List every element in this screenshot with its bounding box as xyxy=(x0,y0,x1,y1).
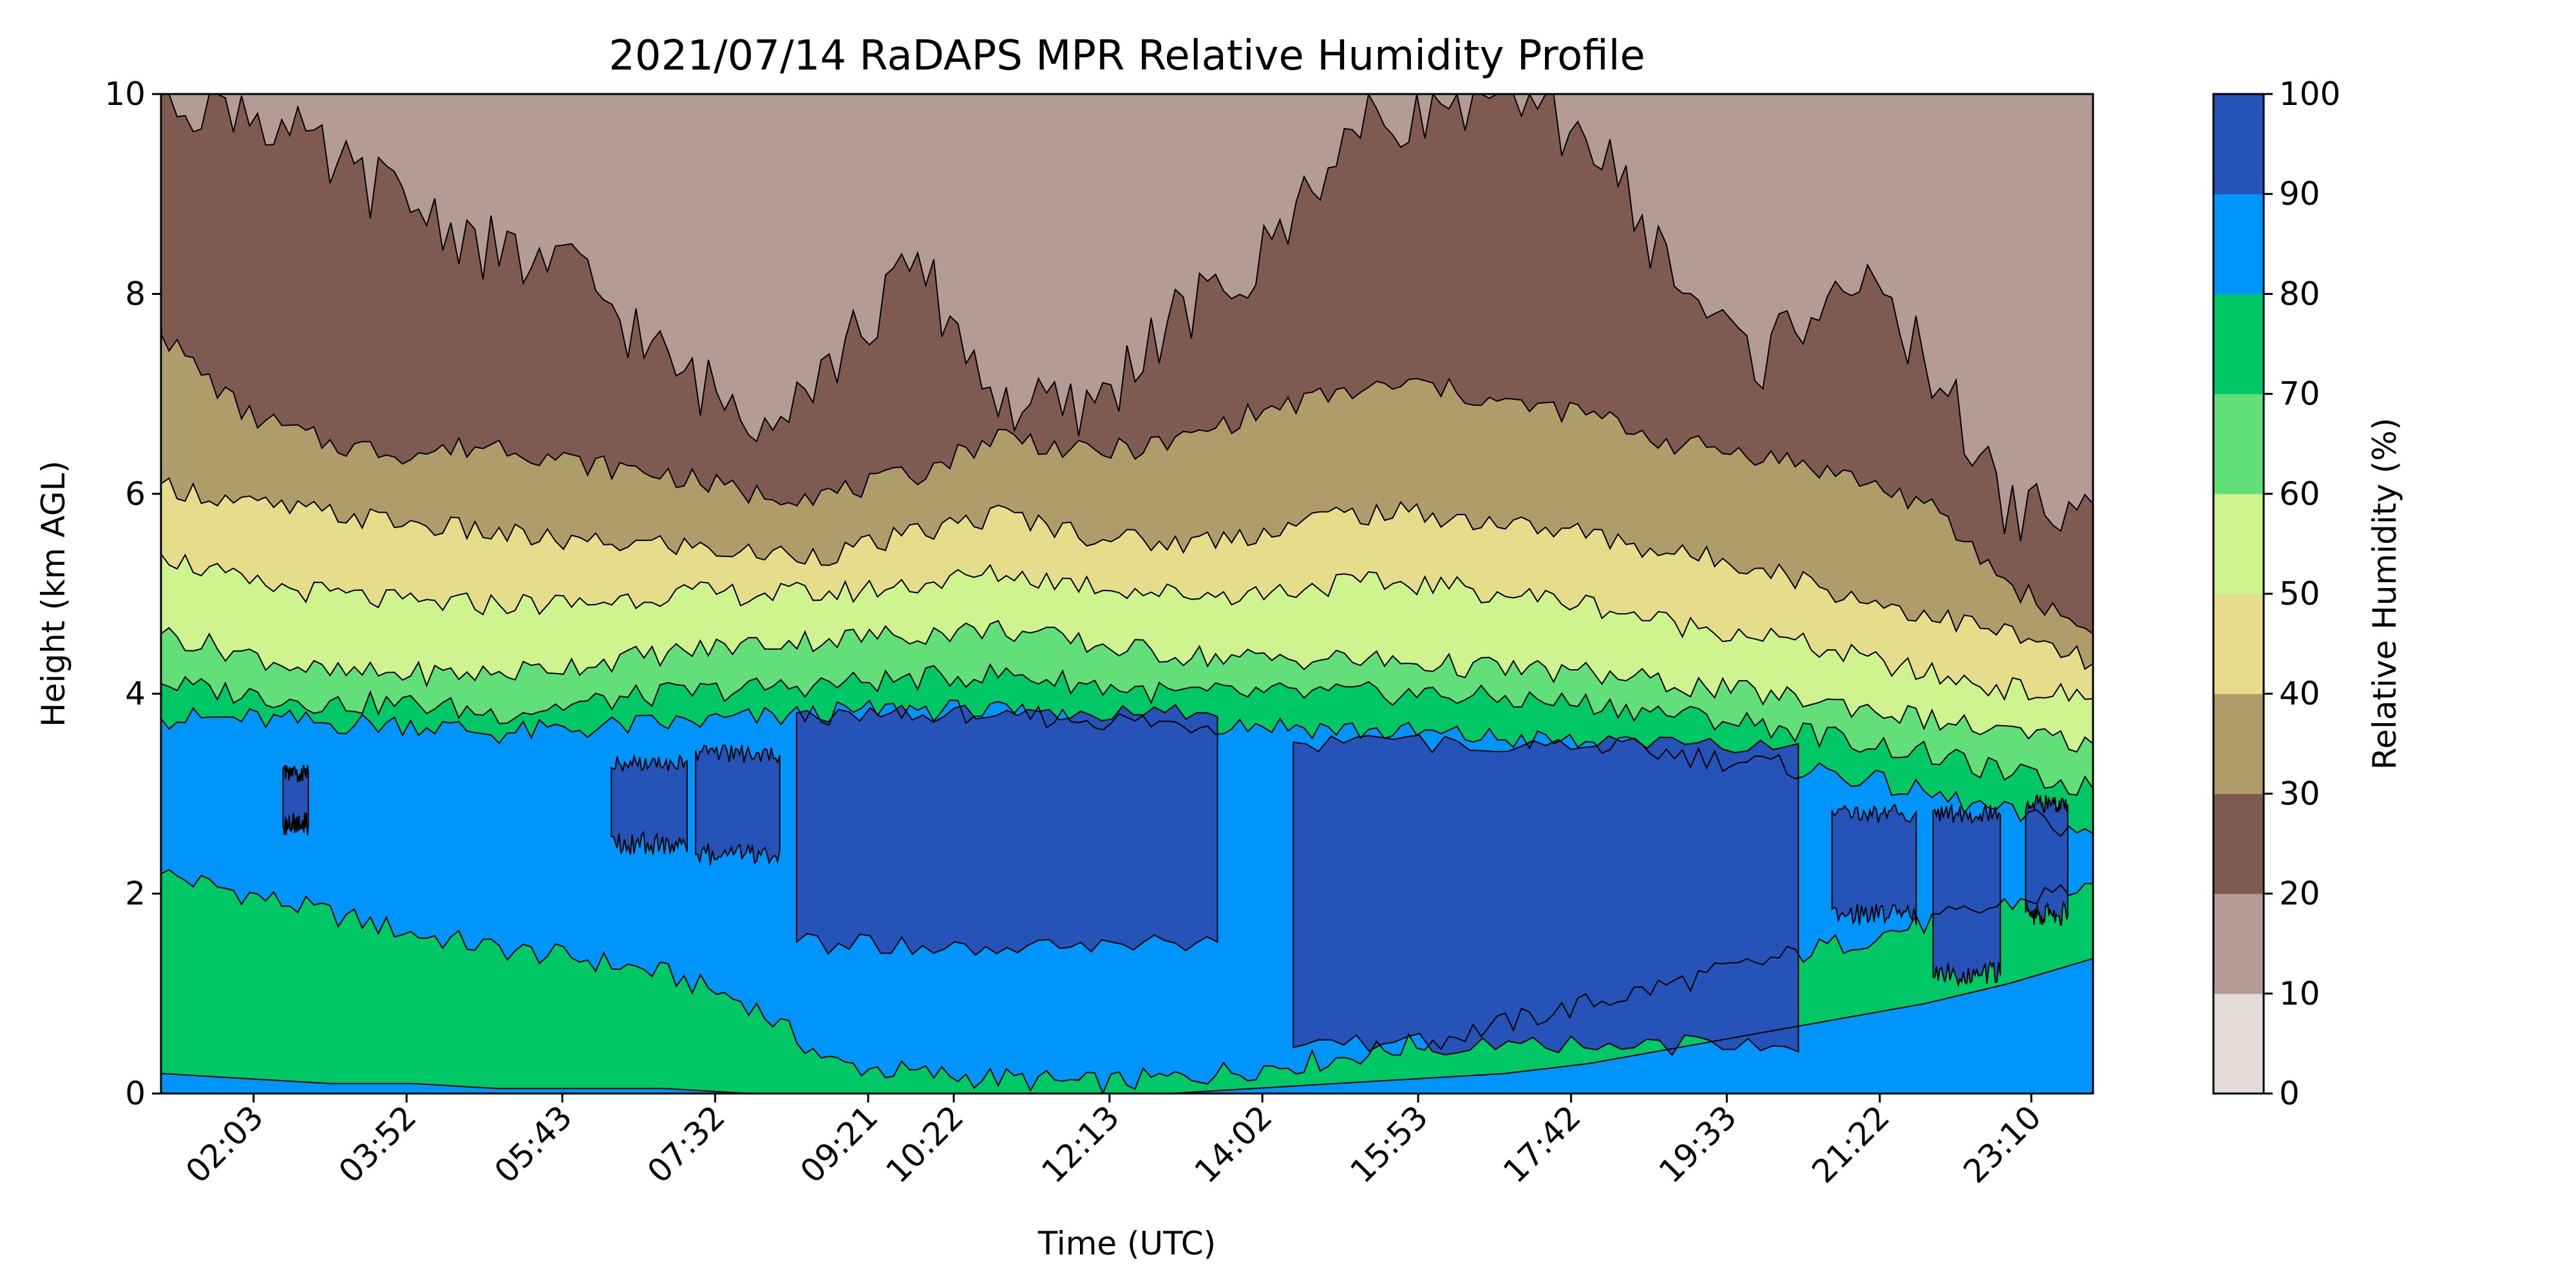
contour-line-80 xyxy=(161,869,2093,1094)
plot-area xyxy=(161,94,2093,1094)
colorbar-label: Relative Humidity (%) xyxy=(2366,418,2403,770)
contour-line-90 xyxy=(161,699,2093,837)
colorbar-segment xyxy=(2213,294,2264,395)
colorbar-tick-label: 90 xyxy=(2279,175,2320,213)
x-tick-label: 15:53 xyxy=(1343,1098,1435,1190)
colorbar-tick-label: 70 xyxy=(2279,375,2320,413)
x-tick-label: 23:10 xyxy=(1956,1098,2049,1190)
rh-over-90-region xyxy=(1831,803,1917,925)
chart-title: 2021/07/14 RaDAPS MPR Relative Humidity … xyxy=(609,32,1645,80)
colorbar-tick-label: 30 xyxy=(2279,775,2320,812)
colorbar-tick-label: 10 xyxy=(2279,975,2320,1012)
x-tick-label: 07:32 xyxy=(640,1098,732,1190)
x-axis-label: Time (UTC) xyxy=(1037,1225,1216,1262)
y-tick-label: 0 xyxy=(125,1075,146,1112)
colorbar-segment xyxy=(2213,893,2264,994)
y-tick-label: 6 xyxy=(125,475,146,513)
colorbar-segment xyxy=(2213,393,2264,495)
colorbar: 0 10 20 30 40 50 60 70 80 90 100 xyxy=(2212,75,2340,1112)
contour-line-70 xyxy=(161,958,2093,1094)
colorbar-tick-label: 40 xyxy=(2279,675,2320,712)
colorbar-tick-label: 20 xyxy=(2279,875,2320,913)
rh-band-60 xyxy=(161,620,2093,795)
rh-over-90-region xyxy=(611,753,688,855)
plot-frame xyxy=(160,93,2094,1095)
contour-line-20 xyxy=(161,94,2093,542)
y-tick-label: 8 xyxy=(125,275,146,312)
rh-over-90-region xyxy=(282,764,309,835)
rh-band-50 xyxy=(161,553,2093,752)
colorbar-segment xyxy=(2213,594,2264,694)
x-tick-label: 10:22 xyxy=(879,1098,971,1190)
rh-band-40 xyxy=(161,478,2093,701)
colorbar-segment xyxy=(2213,493,2264,594)
rh-over-90-region xyxy=(795,704,1218,956)
x-tick-label: 17:42 xyxy=(1496,1098,1588,1190)
x-tick-label: 12:13 xyxy=(1034,1098,1126,1190)
colorbar-segment xyxy=(2213,194,2264,294)
y-axis: 0 2 4 6 8 10 xyxy=(104,75,161,1112)
colorbar-tick-label: 60 xyxy=(2279,475,2320,513)
rh-over-90-region xyxy=(1932,802,2002,988)
colorbar-tick-label: 0 xyxy=(2279,1075,2300,1112)
x-tick-label: 02:03 xyxy=(178,1098,270,1190)
x-tick-label: 03:52 xyxy=(332,1098,424,1190)
colorbar-segment xyxy=(2213,793,2264,895)
x-tick-label: 05:43 xyxy=(488,1098,580,1190)
contour-line-70 xyxy=(161,663,2093,796)
x-tick-label: 19:33 xyxy=(1652,1098,1744,1190)
x-tick-label: 14:02 xyxy=(1188,1098,1280,1190)
colorbar-tick-label: 50 xyxy=(2279,575,2320,612)
rh-over-90-region xyxy=(695,744,781,866)
x-tick-label: 21:22 xyxy=(1804,1098,1897,1190)
x-tick-label: 09:21 xyxy=(793,1098,886,1190)
y-tick-label: 10 xyxy=(104,75,146,113)
y-tick-label: 2 xyxy=(125,875,146,913)
contour-line-60 xyxy=(161,620,2093,753)
rh-band-top xyxy=(161,94,2093,541)
colorbar-segment xyxy=(2213,993,2264,1094)
colorbar-tick-label: 100 xyxy=(2279,75,2340,113)
rh-band-30 xyxy=(161,334,2093,669)
y-tick-label: 4 xyxy=(125,675,146,712)
contour-line-30 xyxy=(161,334,2093,634)
rh-band-70 xyxy=(161,664,2093,837)
colorbar-tick-label: 80 xyxy=(2279,275,2320,312)
y-axis-label: Height (km AGL) xyxy=(35,460,72,727)
colorbar-segment xyxy=(2213,94,2264,194)
contour-line-40 xyxy=(161,477,2093,670)
rh-over-90-region xyxy=(2025,793,2069,926)
rh-band-20 xyxy=(161,94,2093,634)
contour-line-50 xyxy=(161,553,2093,703)
rh-over-90-region xyxy=(1293,734,1799,1057)
colorbar-segment xyxy=(2213,694,2264,794)
